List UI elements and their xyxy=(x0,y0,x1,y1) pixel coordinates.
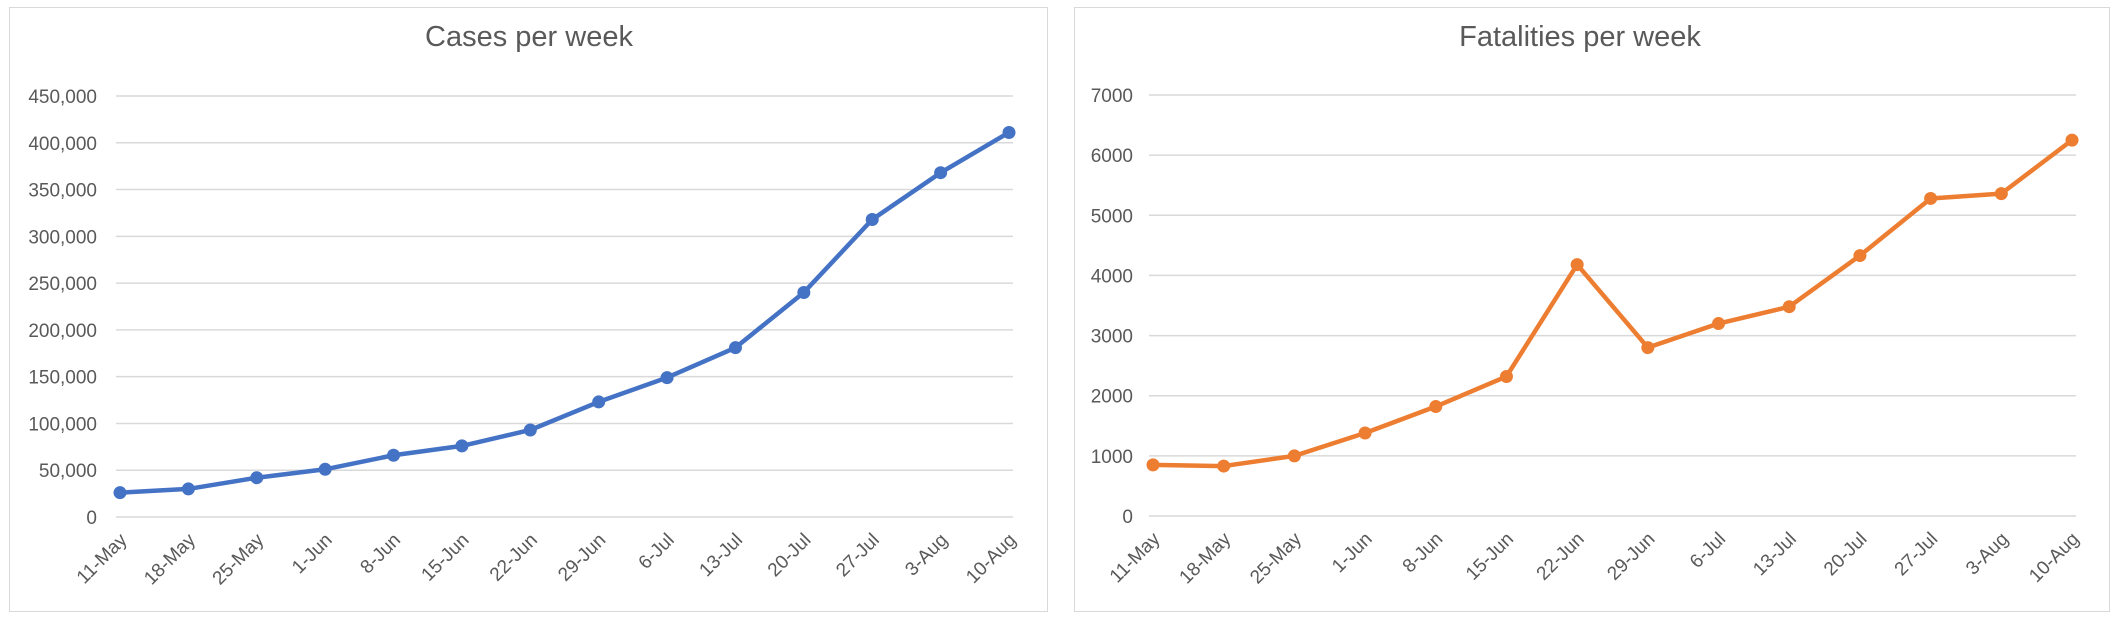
cases-chart-panel: Cases per week 0 50,000 100,000 150,000 200,0… xyxy=(9,7,1048,612)
fatalities-data-point xyxy=(1641,341,1655,355)
fatalities-x-tick-label: 13-Jul xyxy=(1749,529,1800,580)
fatalities-data-point xyxy=(1287,449,1301,463)
cases-y-tick-label: 100,000 xyxy=(28,414,97,435)
cases-data-point xyxy=(181,482,195,496)
cases-x-tick-label: 1-Jun xyxy=(288,530,336,578)
cases-x-tick-label: 22-Jun xyxy=(486,530,542,586)
cases-y-tick-label: 50,000 xyxy=(39,461,97,482)
fatalities-data-point xyxy=(1570,258,1584,272)
cases-x-tick-label: 8-Jun xyxy=(357,530,405,578)
cases-data-point xyxy=(865,212,879,226)
fatalities-data-point xyxy=(1924,191,1938,205)
cases-x-tick-label: 18-May xyxy=(140,529,200,589)
cases-data-point xyxy=(660,371,674,385)
cases-x-tick-label: 25-May xyxy=(209,529,269,589)
fatalities-data-point xyxy=(2065,133,2079,147)
fatalities-x-tick-label: 6-Jul xyxy=(1686,529,1730,573)
cases-y-tick-label: 350,000 xyxy=(28,181,97,202)
fatalities-data-point xyxy=(1782,300,1796,314)
cases-y-tick-label: 450,000 xyxy=(28,87,97,108)
cases-data-point xyxy=(318,462,332,476)
cases-x-tick-label: 10-Aug xyxy=(962,530,1020,588)
fatalities-y-tick-label: 1000 xyxy=(1091,447,1133,468)
fatalities-x-tick-label: 10-Aug xyxy=(2025,529,2083,587)
cases-x-tick-label: 13-Jul xyxy=(696,530,747,581)
fatalities-chart-title: Fatalities per week xyxy=(1459,21,1701,53)
cases-x-tick-label: 3-Aug xyxy=(901,530,952,581)
cases-y-tick-label: 400,000 xyxy=(28,134,97,155)
fatalities-y-tick-label: 3000 xyxy=(1091,327,1133,348)
cases-series-line xyxy=(117,130,1012,495)
cases-data-point xyxy=(387,448,401,462)
fatalities-x-tick-label: 20-Jul xyxy=(1820,529,1871,580)
fatalities-x-tick-label: 29-Jun xyxy=(1603,529,1659,585)
cases-x-tick-label: 27-Jul xyxy=(832,530,883,581)
fatalities-x-tick-label: 25-May xyxy=(1246,528,1306,588)
fatalities-y-tick-label: 4000 xyxy=(1091,266,1133,287)
fatalities-series-line xyxy=(1150,137,2075,469)
fatalities-y-tick-label: 2000 xyxy=(1091,387,1133,408)
fatalities-data-point xyxy=(1853,249,1867,263)
cases-x-tick-label: 29-Jun xyxy=(554,530,610,586)
fatalities-x-tick-label: 11-May xyxy=(1106,528,1165,587)
cases-x-tick-label: 20-Jul xyxy=(764,530,815,581)
fatalities-x-tick-label: 18-May xyxy=(1176,528,1236,588)
fatalities-data-point xyxy=(1146,458,1160,472)
fatalities-data-point xyxy=(1712,317,1726,331)
cases-x-tick-label: 6-Jul xyxy=(635,530,679,574)
cases-y-tick-label: 150,000 xyxy=(28,368,97,389)
cases-y-tick-label: 0 xyxy=(86,508,97,529)
fatalities-x-tick-label: 3-Aug xyxy=(1962,529,2013,580)
fatalities-data-point xyxy=(1429,400,1443,414)
cases-data-point xyxy=(250,471,264,485)
cases-data-point xyxy=(934,166,948,180)
cases-y-tick-label: 250,000 xyxy=(28,274,97,295)
fatalities-chart-panel: Fatalities per week 0 1000 2000 3000 4000 5000… xyxy=(1074,7,2110,612)
fatalities-data-point xyxy=(1499,369,1513,383)
cases-x-tick-label: 15-Jun xyxy=(418,530,474,586)
cases-y-tick-label: 300,000 xyxy=(28,227,97,248)
fatalities-y-tick-label: 5000 xyxy=(1091,206,1133,227)
fatalities-x-tick-label: 22-Jun xyxy=(1533,529,1589,585)
cases-y-tick-label: 200,000 xyxy=(28,321,97,342)
fatalities-y-tick-label: 0 xyxy=(1122,507,1133,528)
cases-data-point xyxy=(797,285,811,299)
cases-x-tick-label: 11-May xyxy=(73,529,132,588)
fatalities-chart: Fatalities per week 0 1000 2000 3000 4000 5000… xyxy=(1091,21,2084,588)
fatalities-y-tick-label: 6000 xyxy=(1091,146,1133,167)
fatalities-data-point xyxy=(1217,459,1231,473)
cases-data-point xyxy=(1002,125,1016,139)
cases-data-point xyxy=(523,423,537,437)
cases-chart-title: Cases per week xyxy=(425,21,633,53)
cases-data-point xyxy=(113,486,127,500)
fatalities-x-tick-label: 27-Jul xyxy=(1891,529,1942,580)
fatalities-x-tick-label: 1-Jun xyxy=(1328,529,1376,577)
fatalities-data-point xyxy=(1994,187,2008,201)
cases-data-point xyxy=(455,439,469,453)
fatalities-y-tick-label: 7000 xyxy=(1091,86,1133,107)
fatalities-data-point xyxy=(1358,426,1372,440)
fatalities-x-tick-label: 15-Jun xyxy=(1462,529,1518,585)
fatalities-x-tick-label: 8-Jun xyxy=(1399,529,1447,577)
cases-data-point xyxy=(592,395,606,409)
cases-data-point xyxy=(728,341,742,355)
cases-chart: Cases per week 0 50,000 100,000 150,000 200,0… xyxy=(28,21,1020,589)
